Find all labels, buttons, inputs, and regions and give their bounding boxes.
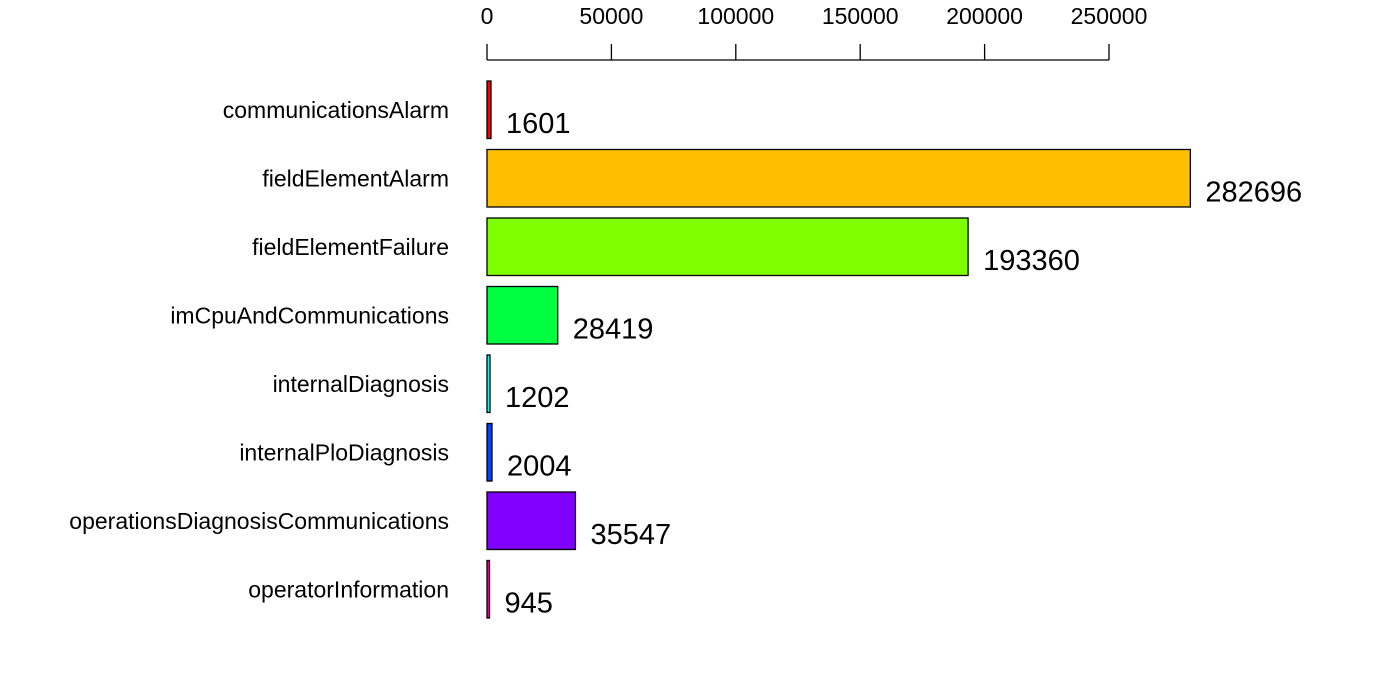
bars <box>486 80 1191 619</box>
category-label: internalPloDiagnosis <box>239 439 449 465</box>
category-label: operatorInformation <box>248 576 449 602</box>
x-tick-label: 50000 <box>579 3 643 29</box>
bar <box>486 148 1191 208</box>
value-label: 28419 <box>573 313 654 345</box>
x-tick-label: 150000 <box>822 3 899 29</box>
category-labels: communicationsAlarm fieldElementAlarm fiel… <box>69 97 449 603</box>
value-label: 1601 <box>506 108 571 140</box>
category-label: fieldElementAlarm <box>262 165 449 191</box>
x-tick-label: 100000 <box>697 3 774 29</box>
bar <box>486 559 491 619</box>
value-label: 1202 <box>505 382 570 414</box>
bar <box>486 80 492 140</box>
value-labels: 1601 282696 193360 28419 1202 2004 35547 945 <box>505 108 1303 620</box>
x-axis: 0 50000 100000 150000 200000 250000 <box>481 3 1148 61</box>
bar <box>486 491 577 551</box>
value-label: 945 <box>505 587 553 619</box>
x-tick-label: 200000 <box>946 3 1023 29</box>
category-label: imCpuAndCommunications <box>170 302 449 328</box>
bar <box>486 354 491 414</box>
value-label: 2004 <box>507 450 572 482</box>
x-tick-label: 0 <box>481 3 494 29</box>
category-label: operationsDiagnosisCommunications <box>69 508 449 534</box>
bar <box>486 285 559 345</box>
value-label: 282696 <box>1205 176 1302 208</box>
value-label: 193360 <box>983 245 1080 277</box>
category-label: fieldElementFailure <box>252 234 449 260</box>
category-label: communicationsAlarm <box>223 97 449 123</box>
category-label: internalDiagnosis <box>273 371 449 397</box>
value-label: 35547 <box>590 519 671 551</box>
bar <box>486 217 969 277</box>
bar <box>486 422 493 482</box>
x-tick-label: 250000 <box>1071 3 1148 29</box>
